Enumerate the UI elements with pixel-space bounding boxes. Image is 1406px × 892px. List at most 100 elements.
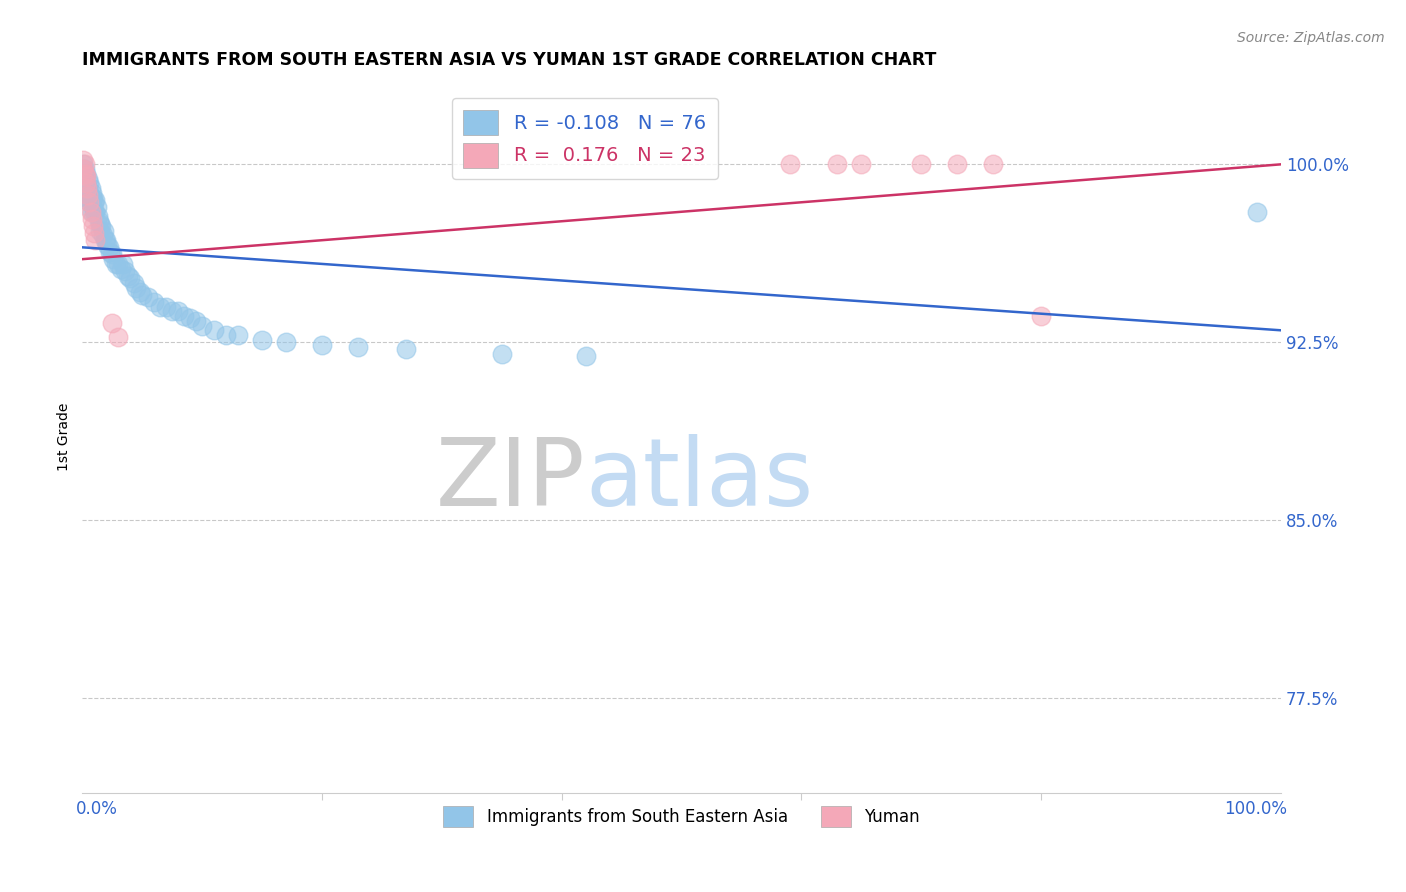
Point	[77, 188, 100, 202]
Point	[73, 169, 96, 184]
Point	[80, 211, 103, 226]
Point	[125, 280, 148, 294]
Point	[79, 186, 101, 200]
Point	[84, 204, 107, 219]
Point	[179, 311, 201, 326]
Point	[83, 226, 105, 240]
Point	[77, 181, 100, 195]
Point	[87, 210, 110, 224]
Point	[575, 350, 598, 364]
Point	[72, 162, 94, 177]
Point	[79, 176, 101, 190]
Point	[910, 157, 932, 171]
Point	[77, 190, 100, 204]
Point	[72, 153, 94, 167]
Point	[91, 228, 114, 243]
Point	[79, 190, 101, 204]
Point	[80, 186, 103, 200]
Point	[311, 337, 333, 351]
Point	[73, 176, 96, 190]
Text: atlas: atlas	[586, 434, 814, 525]
Point	[72, 157, 94, 171]
Point	[90, 219, 112, 233]
Point	[80, 193, 103, 207]
Point	[1246, 204, 1268, 219]
Point	[114, 264, 136, 278]
Point	[110, 261, 132, 276]
Point	[79, 181, 101, 195]
Point	[131, 287, 153, 301]
Point	[143, 294, 166, 309]
Point	[136, 290, 159, 304]
Point	[77, 171, 100, 186]
Point	[851, 157, 873, 171]
Point	[76, 181, 98, 195]
Text: ZIP: ZIP	[436, 434, 586, 525]
Text: 0.0%: 0.0%	[76, 800, 118, 818]
Point	[75, 176, 97, 190]
Point	[117, 268, 139, 283]
Point	[120, 271, 142, 285]
Point	[73, 162, 96, 177]
Point	[96, 238, 118, 252]
Point	[186, 314, 208, 328]
Point	[84, 233, 107, 247]
Point	[73, 186, 96, 200]
Y-axis label: 1st Grade: 1st Grade	[58, 403, 72, 471]
Point	[79, 195, 101, 210]
Point	[76, 181, 98, 195]
Point	[97, 240, 120, 254]
Point	[75, 167, 97, 181]
Point	[779, 157, 801, 171]
Point	[347, 340, 370, 354]
Legend: Immigrants from South Eastern Asia, Yuman: Immigrants from South Eastern Asia, Yuma…	[437, 799, 927, 834]
Point	[101, 316, 124, 330]
Point	[79, 204, 101, 219]
Point	[827, 157, 849, 171]
Point	[160, 304, 183, 318]
Point	[202, 323, 225, 337]
Point	[149, 300, 172, 314]
Point	[191, 318, 214, 333]
Point	[101, 247, 124, 261]
Point	[395, 343, 418, 357]
Point	[107, 257, 129, 271]
Point	[128, 285, 150, 300]
Point	[491, 347, 513, 361]
Point	[122, 276, 145, 290]
Point	[274, 335, 297, 350]
Point	[75, 169, 97, 184]
Point	[94, 233, 117, 247]
Point	[155, 300, 177, 314]
Point	[83, 195, 105, 210]
Point	[1031, 309, 1053, 323]
Point	[103, 252, 125, 267]
Point	[76, 190, 98, 204]
Text: Source: ZipAtlas.com: Source: ZipAtlas.com	[1237, 31, 1385, 45]
Point	[72, 169, 94, 184]
Point	[86, 200, 108, 214]
Point	[75, 186, 97, 200]
Point	[93, 224, 115, 238]
Point	[981, 157, 1004, 171]
Point	[73, 167, 96, 181]
Point	[96, 233, 118, 247]
Point	[73, 157, 96, 171]
Point	[167, 304, 190, 318]
Point	[72, 162, 94, 177]
Point	[107, 330, 129, 344]
Point	[98, 245, 121, 260]
Point	[75, 176, 97, 190]
Point	[89, 217, 111, 231]
Point	[80, 204, 103, 219]
Point	[112, 257, 135, 271]
Point	[250, 333, 273, 347]
Point	[82, 200, 104, 214]
Text: IMMIGRANTS FROM SOUTH EASTERN ASIA VS YUMAN 1ST GRADE CORRELATION CHART: IMMIGRANTS FROM SOUTH EASTERN ASIA VS YU…	[83, 51, 936, 69]
Point	[79, 195, 101, 210]
Point	[87, 214, 110, 228]
Point	[83, 204, 105, 219]
Point	[82, 219, 104, 233]
Point	[89, 224, 111, 238]
Text: 100.0%: 100.0%	[1225, 800, 1286, 818]
